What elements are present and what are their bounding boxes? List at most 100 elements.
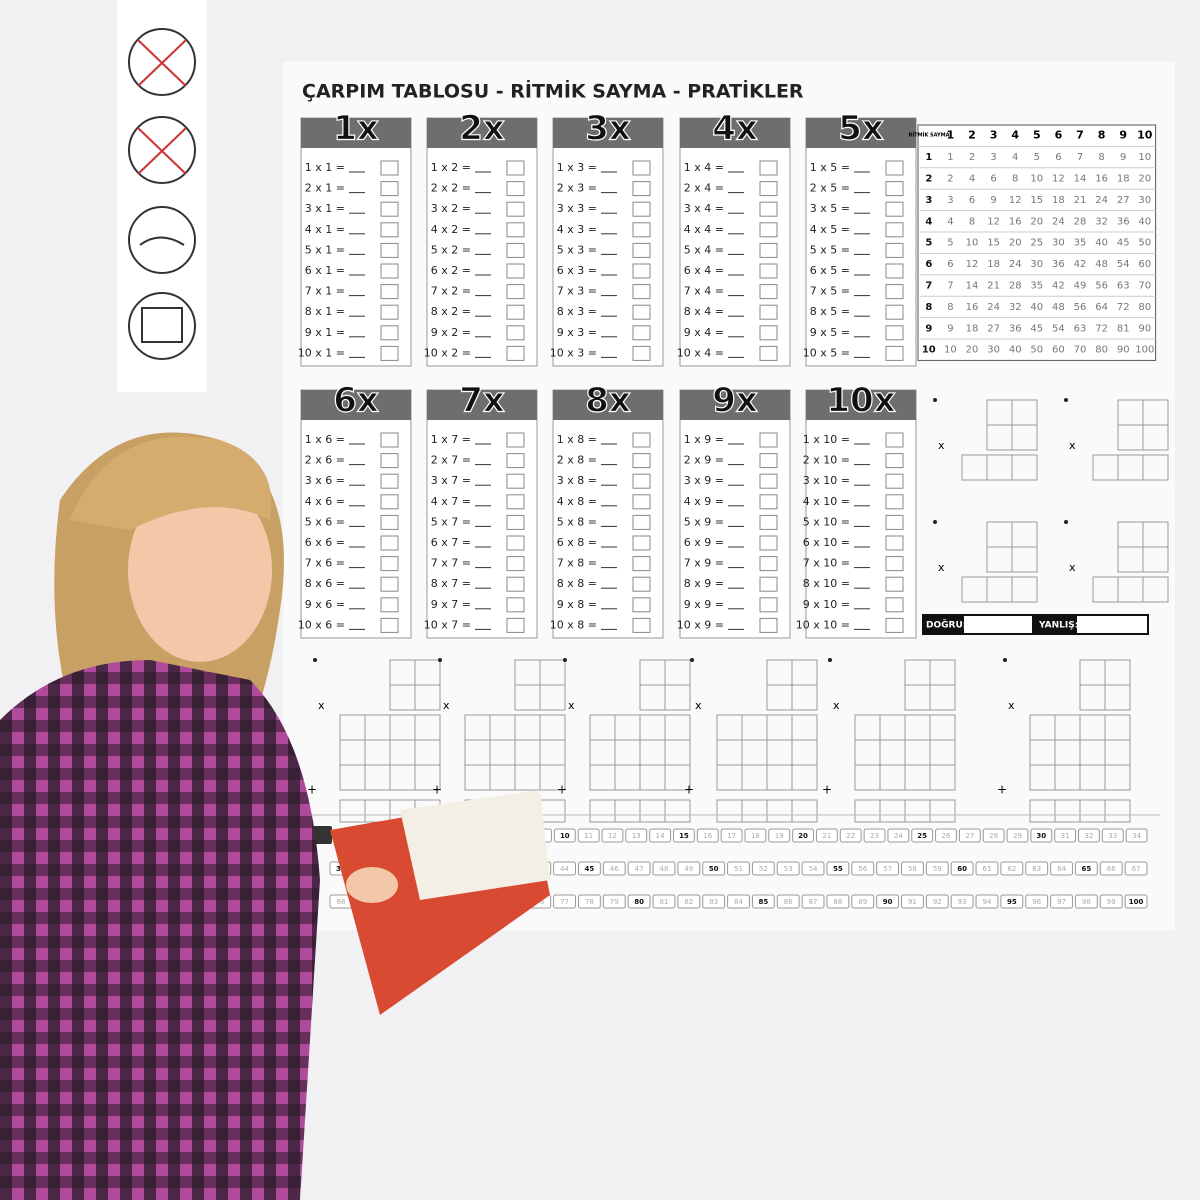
table-col-header: 3 [990,129,998,142]
table-col-header: 6 [1055,129,1063,142]
table-cell: 42 [1052,281,1065,292]
table-cell: 40 [1009,345,1022,356]
wagon [577,894,601,909]
wagon-number: 34 [1132,832,1141,840]
table-cell: 100 [1135,345,1154,356]
card-row: 4 x 4 = [684,223,724,236]
answer-box [506,263,525,279]
table-cell: 10 [966,238,979,249]
wagon [677,894,701,909]
card-header-bg [301,390,411,420]
wagon [792,828,814,843]
wagon-number: 11 [584,832,593,840]
card-header-bg [806,118,916,148]
card-row: 9 x 1 = [305,326,345,339]
wagon [649,828,672,843]
table-cell: 32 [1009,302,1022,313]
answer-box [632,284,651,300]
card-row: 10 x 8 = [550,618,597,631]
card-row: 9 x 8 = [557,598,597,611]
table-cell: 20 [1030,216,1043,227]
answer-box [885,263,904,279]
table-cell: 48 [1052,302,1065,313]
table-cell: 72 [1095,323,1108,334]
card [552,117,664,367]
table-cell: 2 [969,152,975,163]
practice-cell [664,764,691,791]
table-cell: 36 [1117,216,1130,227]
wagon [851,861,875,876]
answer-box [885,494,904,510]
table-cell: 60 [1138,259,1151,270]
answer-box [885,597,904,613]
answer-box [380,597,399,613]
table-cell: 50 [1030,345,1043,356]
answer-box [380,242,399,258]
table-cell: 24 [987,302,1000,313]
card-row: 8 x 7 = [431,577,471,590]
wagon-number: 27 [965,832,974,840]
table-cell: 36 [1052,259,1065,270]
wagon [696,828,719,843]
table-cell: 24 [1052,216,1065,227]
wagon [625,828,648,843]
answer-box [506,453,525,469]
wagon [627,861,651,876]
wagon [876,894,900,909]
answer-box [380,181,399,197]
answer-box [632,181,651,197]
table-cell: 8 [969,216,975,227]
practice-times: x [1069,561,1076,574]
answer-box [380,345,399,361]
card-row: 4 x 6 = [305,495,345,508]
card [300,389,412,639]
wagon [577,861,601,876]
wagon-number: 77 [560,898,569,906]
answer-box [759,242,778,258]
answer-box [759,284,778,300]
table-col-header: 10 [1137,129,1153,142]
table-cell: 36 [1009,323,1022,334]
practice-cell [929,684,956,711]
card-row: 4 x 7 = [431,495,471,508]
card-row: 9 x 4 = [684,326,724,339]
card-row: 3 x 1 = [305,202,345,215]
card-row: 10 x 3 = [550,346,597,359]
table-cell: 16 [966,302,979,313]
wagon-number: 30 [1036,832,1046,840]
wagon-number: 53 [784,865,793,873]
practice-times: x [568,699,575,712]
table-cell: 90 [1117,345,1130,356]
card-header-bg [553,390,663,420]
card-row: 4 x 10 = [803,495,850,508]
wagon-number: 81 [659,898,668,906]
card-header-bg [427,118,537,148]
answer-box [632,304,651,320]
card-row: 6 x 1 = [305,264,345,277]
practice-times: x [318,699,325,712]
wagon-number: 19 [775,832,784,840]
wagon-number: 65 [1082,865,1092,873]
wagon-number: 23 [870,832,879,840]
practice-cell [1104,764,1131,791]
card [805,389,917,639]
card-row: 9 x 10 = [803,598,850,611]
answer-box [506,473,525,489]
answer-box [506,556,525,572]
card-row: 1 x 4 = [684,161,724,174]
wagon-number: 89 [858,898,867,906]
card-header-bg [680,390,790,420]
girl-photo [0,432,550,1200]
answer-box [759,535,778,551]
answer-box [632,576,651,592]
answer-box [885,432,904,448]
table-cell: 81 [1117,323,1130,334]
answer-box [506,345,525,361]
answer-box [632,597,651,613]
wagon-number: 58 [908,865,917,873]
answer-box [506,576,525,592]
table-cell: 1 [947,152,953,163]
table-row-header: 5 [925,238,932,249]
dot [933,520,937,524]
practice-cell [929,799,956,823]
